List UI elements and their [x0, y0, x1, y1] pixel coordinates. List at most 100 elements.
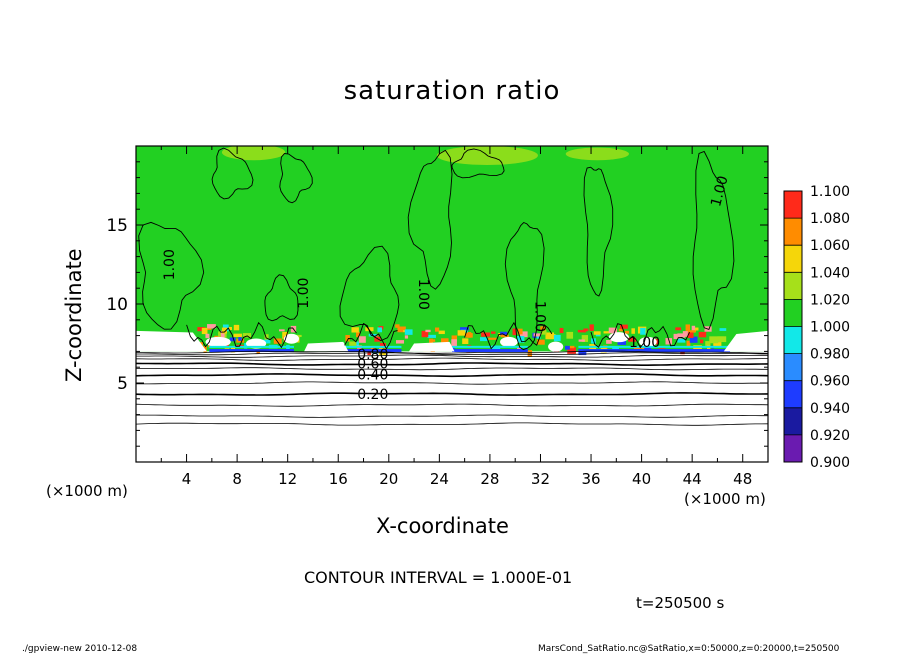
field-cell	[397, 326, 406, 333]
field-cell	[465, 333, 473, 338]
contour-line	[583, 166, 614, 297]
field-cell	[698, 331, 707, 338]
field-cell	[491, 331, 496, 334]
field-void	[500, 336, 518, 347]
field-cell	[689, 336, 698, 343]
x-tick-label: 16	[329, 470, 348, 488]
contour-line	[407, 149, 453, 290]
field-cell	[229, 337, 236, 342]
contour-line	[451, 148, 505, 179]
field-cell	[565, 345, 570, 350]
contour-label: 0.80	[357, 347, 388, 363]
field-cell	[374, 336, 381, 342]
field-cell	[682, 331, 688, 337]
field-cell	[244, 343, 248, 349]
x-tick-label: 36	[581, 470, 600, 488]
field-cell	[356, 332, 361, 338]
x-tick-label: 8	[232, 470, 242, 488]
field-cell	[207, 324, 216, 329]
field-void	[639, 336, 657, 347]
field-cell	[425, 329, 431, 333]
field-cell	[404, 335, 409, 339]
colorbar-label: 0.980	[810, 347, 850, 363]
field-cell	[577, 329, 587, 333]
field-cell	[480, 337, 488, 342]
field-cell	[365, 327, 374, 332]
field-cell	[273, 338, 282, 344]
colorbar-segment	[784, 326, 802, 354]
contour-line	[339, 245, 400, 342]
field-cell	[675, 327, 682, 331]
field-cell	[451, 339, 457, 347]
x-tick-label: 24	[430, 470, 449, 488]
field-cell	[583, 328, 589, 332]
field-cell	[233, 324, 240, 331]
field-cell	[435, 327, 440, 332]
contour-line	[344, 322, 398, 350]
field-cell	[568, 345, 575, 349]
field-cell	[358, 336, 366, 343]
contour-label: 0.60	[357, 356, 388, 372]
field-cell	[589, 324, 594, 331]
colorbar-label: 0.920	[810, 428, 850, 444]
field-void	[283, 333, 300, 344]
contour-label: 1.00	[296, 278, 312, 309]
field-cell	[512, 328, 517, 336]
field-base-edge	[344, 345, 402, 348]
colorbar-segment	[784, 434, 802, 462]
contour-line	[136, 373, 768, 378]
contour-line	[279, 153, 313, 204]
field-cell	[687, 330, 697, 333]
contour-line	[211, 147, 254, 200]
field-cell	[451, 335, 458, 342]
field-cell	[625, 330, 630, 334]
contour-line	[136, 357, 768, 361]
colorbar-segment	[784, 407, 802, 435]
field-cell	[593, 331, 601, 335]
field-cell	[553, 334, 561, 342]
x-tick-label: 40	[632, 470, 651, 488]
field-void	[548, 341, 564, 352]
field-cell	[345, 335, 350, 342]
contour-line	[136, 403, 768, 407]
colorbar-label: 1.040	[810, 265, 850, 281]
field-cell	[351, 327, 359, 333]
contour-label: 1.00	[415, 279, 431, 310]
contour-label: 0.20	[357, 387, 388, 403]
field-base-edge	[344, 349, 402, 353]
contour-interval-note: CONTOUR INTERVAL = 1.000E-01	[304, 568, 573, 587]
field-cell	[691, 325, 696, 333]
colorbar-segment	[784, 218, 802, 246]
y-tick-label: 15	[106, 216, 128, 236]
field-cell	[438, 330, 445, 335]
field-cell	[541, 330, 547, 335]
field-cell	[282, 331, 289, 339]
field-base-edge	[578, 349, 731, 353]
contour-line	[136, 350, 768, 354]
field-cell	[694, 327, 699, 331]
x-tick-label: 20	[379, 470, 398, 488]
colorbar-segment	[784, 353, 802, 381]
contour-label: 0.40	[357, 367, 388, 383]
field-patch	[565, 147, 629, 161]
field-cell	[242, 333, 251, 338]
field-cell	[719, 328, 727, 331]
field-cell	[220, 330, 225, 338]
field-cell	[628, 337, 636, 342]
contour-line	[136, 414, 768, 418]
contour-label: 1.00	[629, 335, 660, 351]
field-cell	[349, 341, 357, 346]
contour-line	[692, 150, 735, 330]
field-unsaturated	[136, 330, 207, 352]
field-cell	[606, 340, 612, 344]
contour-line	[264, 274, 299, 322]
field-cell	[686, 340, 691, 347]
contour-line	[136, 422, 768, 426]
field-cell	[460, 327, 469, 331]
field-cell	[238, 337, 242, 341]
field-unsaturated	[723, 330, 768, 352]
field-cell	[462, 338, 469, 344]
field-base-edge	[209, 345, 294, 348]
y-tick-label: 5	[117, 374, 128, 394]
